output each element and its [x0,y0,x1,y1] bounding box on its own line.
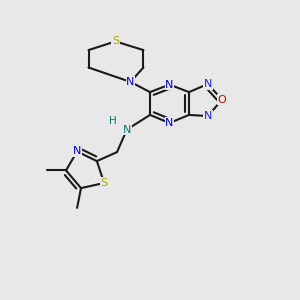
Text: N: N [204,111,212,121]
Text: H: H [109,116,117,126]
Text: N: N [165,80,174,90]
Text: N: N [73,146,81,157]
Text: S: S [100,178,108,188]
Text: N: N [204,79,212,89]
Text: N: N [165,118,174,128]
Text: N: N [123,124,131,135]
Text: S: S [112,36,119,46]
Text: O: O [218,94,226,105]
Text: N: N [126,77,135,87]
